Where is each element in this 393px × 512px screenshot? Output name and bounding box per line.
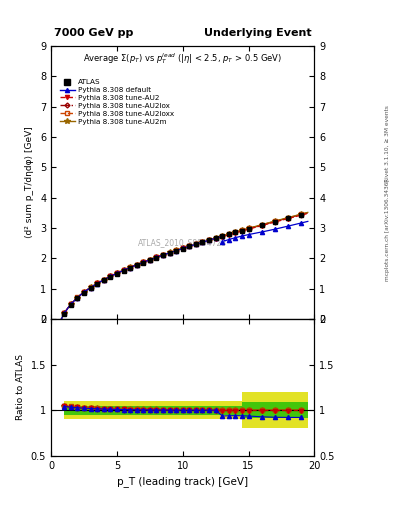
Legend: ATLAS, Pythia 8.308 default, Pythia 8.308 tune-AU2, Pythia 8.308 tune-AU2lox, Py: ATLAS, Pythia 8.308 default, Pythia 8.30… (57, 77, 176, 126)
Y-axis label: ⟨d² sum p_T/dηdφ⟩ [GeV]: ⟨d² sum p_T/dηdφ⟩ [GeV] (26, 127, 35, 239)
Text: Rivet 3.1.10, ≥ 3M events: Rivet 3.1.10, ≥ 3M events (385, 105, 389, 182)
Text: mcplots.cern.ch [arXiv:1306.3436]: mcplots.cern.ch [arXiv:1306.3436] (385, 180, 389, 281)
Text: Average $\Sigma(p_T)$ vs $p_T^{lead}$ ($|\eta|$ < 2.5, $p_T$ > 0.5 GeV): Average $\Sigma(p_T)$ vs $p_T^{lead}$ ($… (83, 52, 282, 67)
X-axis label: p_T (leading track) [GeV]: p_T (leading track) [GeV] (117, 476, 248, 487)
Y-axis label: Ratio to ATLAS: Ratio to ATLAS (16, 354, 25, 420)
Text: ATLAS_2010_S8894728: ATLAS_2010_S8894728 (138, 238, 227, 247)
Text: Underlying Event: Underlying Event (204, 28, 312, 38)
Text: 7000 GeV pp: 7000 GeV pp (54, 28, 133, 38)
